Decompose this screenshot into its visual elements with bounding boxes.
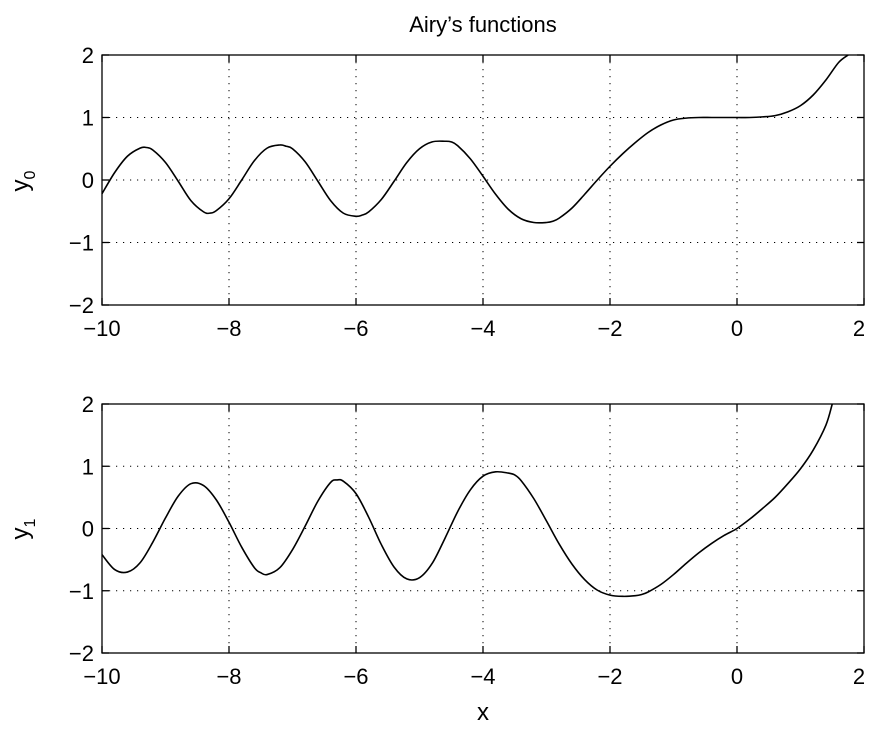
- y1-xtick-label-4: −2: [597, 664, 622, 689]
- y0-xtick-label-1: −8: [216, 316, 241, 341]
- y0-ytick-label-0: −2: [69, 293, 94, 318]
- y1-series-line-0: [101, 403, 834, 598]
- y1-ytick-label-0: −2: [69, 641, 94, 666]
- y0-ytick-label-3: 1: [82, 106, 94, 131]
- y0-axis-label: y0: [7, 170, 39, 191]
- y0-xtick-label-2: −6: [343, 316, 368, 341]
- y1-axis-label: y1: [7, 518, 39, 539]
- y1-plot-frame: [101, 403, 865, 654]
- y0-series-line-0: [101, 54, 849, 224]
- y0-plot-frame: [101, 54, 865, 306]
- y1-ytick-label-2: 0: [82, 517, 94, 542]
- y1-xtick-label-2: −6: [343, 664, 368, 689]
- chart-title: Airy’s functions: [409, 12, 557, 37]
- y0-ytick-label-1: −1: [69, 231, 94, 256]
- y1-xtick-label-6: 2: [853, 664, 865, 689]
- y1-xtick-label-5: 0: [731, 664, 743, 689]
- y0-xtick-label-0: −10: [83, 316, 120, 341]
- y1-ytick-label-3: 1: [82, 454, 94, 479]
- y0-xtick-label-3: −4: [470, 316, 495, 341]
- y1-ytick-label-1: −1: [69, 579, 94, 604]
- y1-xtick-label-3: −4: [470, 664, 495, 689]
- y0-xtick-label-6: 2: [853, 316, 865, 341]
- y0-xtick-label-5: 0: [731, 316, 743, 341]
- y0-ytick-label-2: 0: [82, 168, 94, 193]
- y0-ytick-label-4: 2: [82, 43, 94, 68]
- y1-xtick-label-0: −10: [83, 664, 120, 689]
- y1-ytick-label-4: 2: [82, 392, 94, 417]
- y0-xtick-label-4: −2: [597, 316, 622, 341]
- y1-xtick-label-1: −8: [216, 664, 241, 689]
- x-axis-label: x: [477, 699, 489, 724]
